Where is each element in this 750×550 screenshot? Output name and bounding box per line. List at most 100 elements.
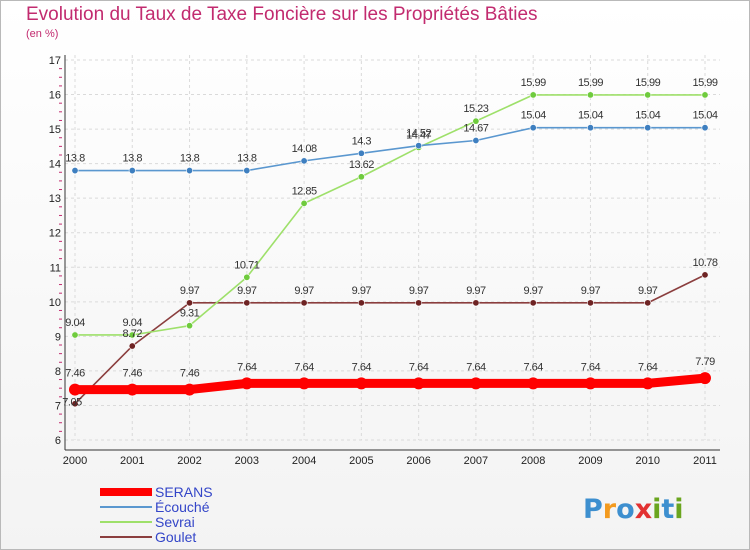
data-point	[300, 299, 308, 307]
chart-subtitle: (en %)	[26, 28, 59, 40]
x-tick-label: 2003	[235, 455, 259, 467]
data-point	[243, 273, 251, 281]
data-point	[240, 377, 253, 390]
data-label: 9.97	[523, 285, 543, 297]
data-point	[586, 124, 594, 132]
data-label: 13.8	[180, 153, 200, 165]
data-label: 7.64	[638, 361, 658, 373]
logo-letter: i	[652, 494, 661, 525]
data-point	[71, 400, 79, 408]
data-label: 7.64	[237, 361, 257, 373]
data-point	[472, 117, 480, 125]
data-label: 14.47	[406, 129, 431, 141]
data-label: 9.97	[237, 285, 257, 297]
data-point	[701, 124, 709, 132]
data-label: 7.64	[581, 361, 601, 373]
data-label: 7.05	[62, 397, 82, 409]
data-point	[300, 157, 308, 165]
data-label: 15.23	[463, 103, 488, 115]
series-line-goulet	[74, 274, 706, 405]
y-tick-label: 6	[55, 435, 61, 447]
data-label: 13.8	[237, 153, 257, 165]
data-point	[586, 299, 594, 307]
data-point	[644, 91, 652, 99]
data-label: 7.64	[294, 361, 314, 373]
data-point	[186, 322, 194, 330]
y-tick-label: 15	[49, 124, 61, 136]
data-label: 9.97	[466, 285, 486, 297]
data-point	[243, 299, 251, 307]
y-tick-label: 14	[49, 159, 61, 171]
x-tick-label: 2007	[464, 455, 488, 467]
data-point	[415, 142, 423, 150]
data-label: 10.78	[692, 257, 717, 269]
x-tick-label: 2001	[120, 455, 144, 467]
y-tick-label: 12	[49, 228, 61, 240]
data-label: 15.04	[521, 110, 546, 122]
data-point	[699, 372, 711, 385]
data-label: 7.64	[523, 361, 543, 373]
y-tick-label: 13	[49, 193, 61, 205]
data-point	[357, 149, 365, 157]
data-point	[644, 124, 652, 132]
data-label: 15.99	[692, 77, 717, 89]
x-tick-label: 2008	[521, 455, 545, 467]
data-point	[128, 167, 136, 175]
data-label: 7.64	[466, 361, 486, 373]
data-label: 9.97	[294, 285, 314, 297]
data-label: 7.46	[65, 368, 85, 380]
x-tick-label: 2000	[63, 455, 87, 467]
y-tick-label: 10	[49, 297, 61, 309]
data-label: 15.04	[692, 110, 717, 122]
data-label: 9.97	[180, 285, 200, 297]
data-point	[128, 342, 136, 350]
data-label: 15.99	[521, 77, 546, 89]
data-label-layer: 7.46 7.46 7.46 7.64 7.64 7.64 7.64 7.64 7.64 7.64…	[62, 77, 718, 409]
data-point	[186, 299, 194, 307]
data-label: 12.85	[292, 185, 317, 197]
data-point	[472, 299, 480, 307]
data-label: 7.64	[409, 361, 429, 373]
y-tick-label: 7	[55, 400, 61, 412]
data-label: 15.04	[578, 110, 603, 122]
data-point	[243, 167, 251, 175]
logo-letter: r	[603, 494, 617, 525]
data-point	[527, 377, 540, 390]
data-point	[186, 167, 194, 175]
data-point	[126, 383, 139, 396]
data-label: 15.99	[578, 77, 603, 89]
data-label: 7.46	[123, 368, 143, 380]
y-tick-label: 17	[49, 55, 61, 67]
data-point	[529, 124, 537, 132]
data-point	[641, 377, 654, 390]
data-label: 9.97	[581, 285, 601, 297]
grid-layer	[65, 55, 720, 441]
data-label: 9.97	[352, 285, 372, 297]
data-label: 9.04	[65, 317, 85, 329]
series-layer	[69, 91, 711, 408]
data-label: 15.04	[635, 110, 660, 122]
y-tick-label: 8	[55, 366, 61, 378]
data-point	[355, 377, 368, 390]
data-point	[357, 299, 365, 307]
data-label: 7.79	[695, 356, 715, 368]
data-label: 9.97	[638, 285, 658, 297]
data-point	[300, 199, 308, 207]
data-point	[529, 299, 537, 307]
data-label: 14.3	[352, 135, 372, 147]
data-point	[415, 299, 423, 307]
data-label: 7.46	[180, 368, 200, 380]
data-point	[357, 173, 365, 181]
logo-letter: i	[674, 494, 683, 525]
data-point	[644, 299, 652, 307]
logo-letter: t	[661, 494, 674, 525]
data-label: 15.99	[635, 77, 660, 89]
data-label: 9.04	[123, 317, 143, 329]
x-tick-label: 2010	[635, 455, 659, 467]
data-label: 9.31	[180, 308, 200, 320]
data-label: 13.62	[349, 159, 374, 171]
data-point	[472, 136, 480, 144]
